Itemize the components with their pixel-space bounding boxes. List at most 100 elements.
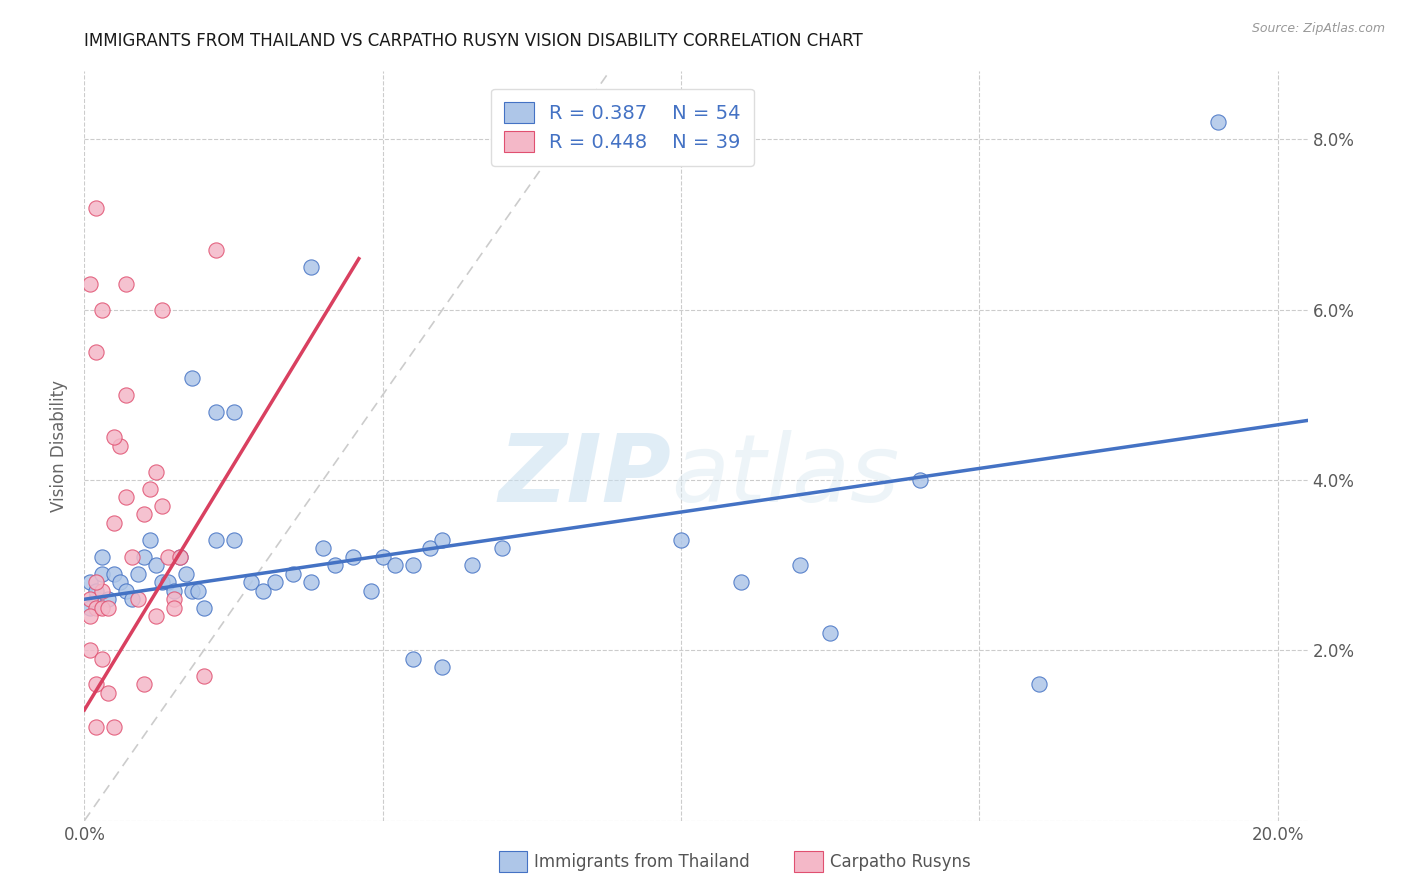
Point	[252, 583, 274, 598]
Point	[180, 371, 202, 385]
Point	[432, 533, 454, 547]
Point	[115, 388, 138, 402]
Point	[91, 549, 114, 564]
Point	[97, 592, 120, 607]
Point	[84, 583, 107, 598]
Point	[193, 669, 215, 683]
Point	[461, 558, 484, 573]
Point	[371, 549, 394, 564]
Point	[323, 558, 346, 573]
Point	[169, 549, 191, 564]
Point	[145, 465, 167, 479]
Point	[312, 541, 335, 556]
Point	[908, 473, 931, 487]
Text: IMMIGRANTS FROM THAILAND VS CARPATHO RUSYN VISION DISABILITY CORRELATION CHART: IMMIGRANTS FROM THAILAND VS CARPATHO RUS…	[84, 32, 863, 50]
Point	[156, 549, 179, 564]
Point	[97, 600, 120, 615]
Point	[1206, 115, 1229, 129]
Point	[204, 243, 226, 257]
Point	[283, 566, 305, 581]
Point	[150, 499, 173, 513]
Point	[103, 4, 125, 19]
Point	[84, 600, 107, 615]
Text: Carpatho Rusyns: Carpatho Rusyns	[830, 853, 970, 871]
Point	[204, 533, 226, 547]
Point	[139, 482, 162, 496]
Point	[299, 260, 322, 275]
Text: Immigrants from Thailand: Immigrants from Thailand	[534, 853, 749, 871]
Point	[789, 558, 811, 573]
Point	[103, 516, 125, 530]
Point	[818, 626, 841, 640]
Point	[222, 405, 245, 419]
Point	[121, 549, 143, 564]
Point	[132, 549, 155, 564]
Point	[79, 277, 101, 292]
Point	[79, 600, 101, 615]
Point	[79, 609, 101, 624]
Text: Source: ZipAtlas.com: Source: ZipAtlas.com	[1251, 22, 1385, 36]
Point	[91, 600, 114, 615]
Point	[163, 592, 186, 607]
Point	[115, 490, 138, 504]
Point	[108, 439, 131, 453]
Point	[145, 609, 167, 624]
Point	[84, 592, 107, 607]
Y-axis label: Vision Disability: Vision Disability	[51, 380, 69, 512]
Point	[103, 430, 125, 444]
Point	[384, 558, 406, 573]
Point	[115, 583, 138, 598]
Point	[84, 575, 107, 590]
Point	[299, 575, 322, 590]
Point	[342, 549, 364, 564]
Point	[121, 592, 143, 607]
Point	[84, 201, 107, 215]
Point	[193, 600, 215, 615]
Point	[132, 507, 155, 521]
Point	[401, 652, 423, 666]
Point	[150, 575, 173, 590]
Point	[360, 583, 382, 598]
Point	[163, 600, 186, 615]
Point	[103, 566, 125, 581]
Point	[163, 583, 186, 598]
Point	[84, 720, 107, 734]
Point	[174, 566, 197, 581]
Point	[108, 575, 131, 590]
Point	[84, 345, 107, 359]
Point	[97, 686, 120, 700]
Point	[79, 592, 101, 607]
Point	[180, 583, 202, 598]
Point	[1028, 677, 1050, 691]
Point	[669, 533, 692, 547]
Point	[132, 677, 155, 691]
Point	[150, 302, 173, 317]
Point	[91, 652, 114, 666]
Point	[139, 533, 162, 547]
Point	[222, 533, 245, 547]
Point	[419, 541, 441, 556]
Point	[491, 541, 513, 556]
Point	[91, 302, 114, 317]
Point	[103, 720, 125, 734]
Point	[79, 643, 101, 657]
Text: ZIP: ZIP	[499, 430, 672, 522]
Point	[127, 592, 149, 607]
Point	[240, 575, 263, 590]
Point	[204, 405, 226, 419]
Point	[127, 566, 149, 581]
Point	[169, 549, 191, 564]
Point	[79, 575, 101, 590]
Text: atlas: atlas	[672, 431, 900, 522]
Point	[730, 575, 752, 590]
Point	[84, 677, 107, 691]
Legend: R = 0.387    N = 54, R = 0.448    N = 39: R = 0.387 N = 54, R = 0.448 N = 39	[491, 88, 754, 166]
Point	[264, 575, 287, 590]
Point	[91, 583, 114, 598]
Point	[145, 558, 167, 573]
Point	[115, 277, 138, 292]
Point	[156, 575, 179, 590]
Point	[187, 583, 209, 598]
Point	[432, 660, 454, 674]
Point	[91, 566, 114, 581]
